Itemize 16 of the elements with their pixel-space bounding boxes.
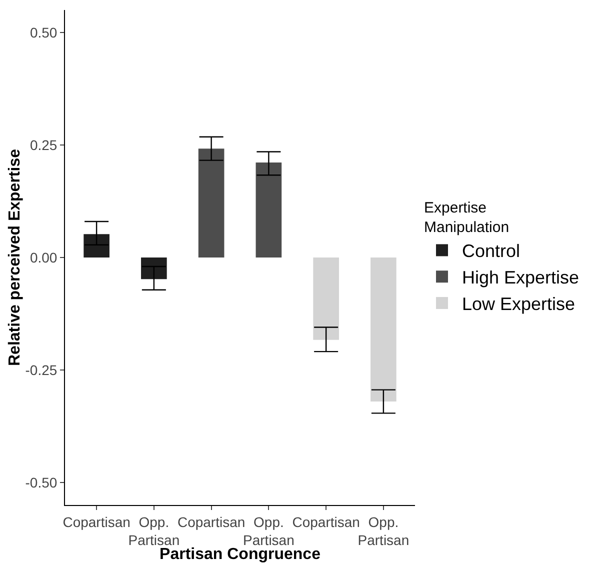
x-tick-label: Opp. Partisan — [358, 514, 410, 548]
y-axis-title: Relative perceived Expertise — [6, 148, 24, 366]
x-axis-title: Partisan Congruence — [160, 546, 321, 563]
legend-label: Control — [462, 241, 520, 262]
y-tick-label: 0.25 — [30, 136, 58, 153]
y-tick-label: 0.50 — [30, 24, 58, 40]
x-tick-label: Copartisan — [292, 514, 360, 530]
y-tick-label: -0.25 — [25, 362, 58, 378]
x-tick-label: Copartisan — [62, 514, 130, 530]
y-tick-label: -0.50 — [25, 474, 58, 490]
legend-label: High Expertise — [462, 268, 580, 288]
legend-label: Low Expertise — [462, 294, 576, 314]
legend-title: Expertise Manipulation — [424, 200, 510, 236]
x-tick-label: Copartisan — [177, 514, 246, 530]
y-tick-label: 0.00 — [30, 249, 58, 266]
x-tick-label: Opp. Partisan — [243, 514, 294, 548]
